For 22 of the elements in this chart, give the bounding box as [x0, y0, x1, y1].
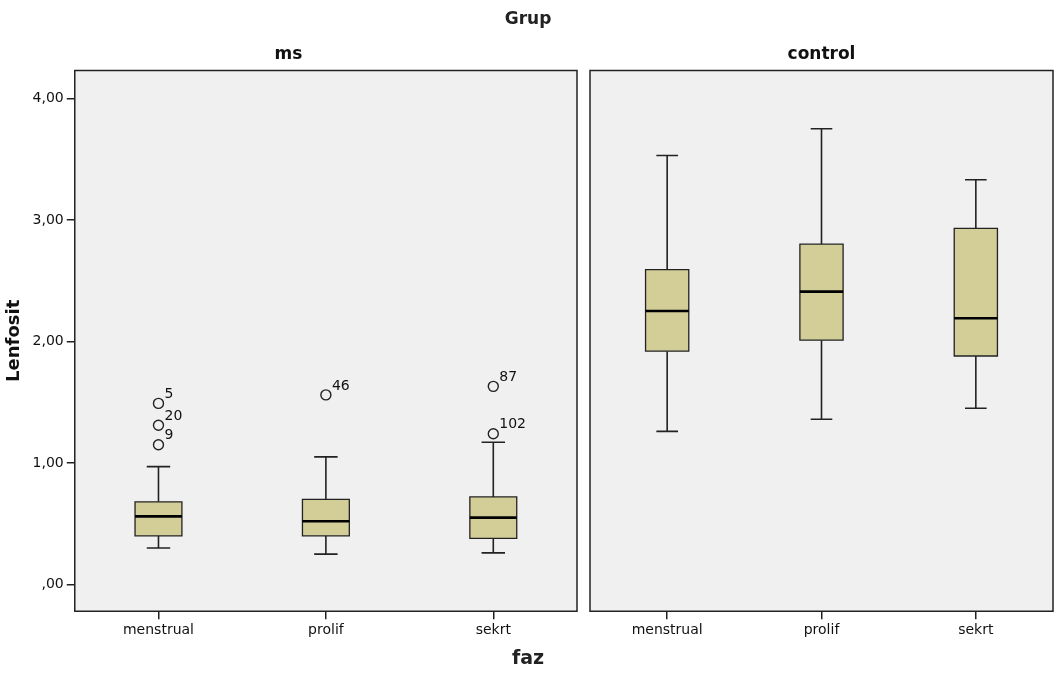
x-axis-title: faz: [510, 645, 546, 670]
x-tick-label: sekrt: [958, 621, 994, 638]
x-tick-label: prolif: [308, 621, 345, 638]
annotation: 87: [499, 368, 518, 385]
x-tick-label: menstrual: [122, 621, 194, 638]
chart-subtitle: control: [787, 42, 856, 63]
x-tick-label: prolif: [803, 621, 841, 638]
y-axis-title: Lenfosit: [2, 299, 24, 382]
chart-subtitle: ms: [274, 42, 303, 63]
y-tick-label: 4,00: [32, 88, 64, 105]
x-tick-label: menstrual: [631, 621, 703, 638]
annotation: 5: [164, 385, 174, 402]
chart-title: Grup: [503, 7, 553, 30]
y-tick-label: 1,00: [32, 453, 64, 470]
annotation: 102: [499, 415, 527, 432]
y-tick-label: 3,00: [32, 210, 64, 227]
annotation: 20: [164, 406, 183, 423]
annotation: 9: [164, 426, 174, 443]
x-tick-label: sekrt: [475, 621, 512, 638]
y-tick-label: 2,00: [32, 332, 64, 349]
y-tick-label: ,00: [41, 575, 64, 592]
annotation: 46: [331, 376, 350, 393]
